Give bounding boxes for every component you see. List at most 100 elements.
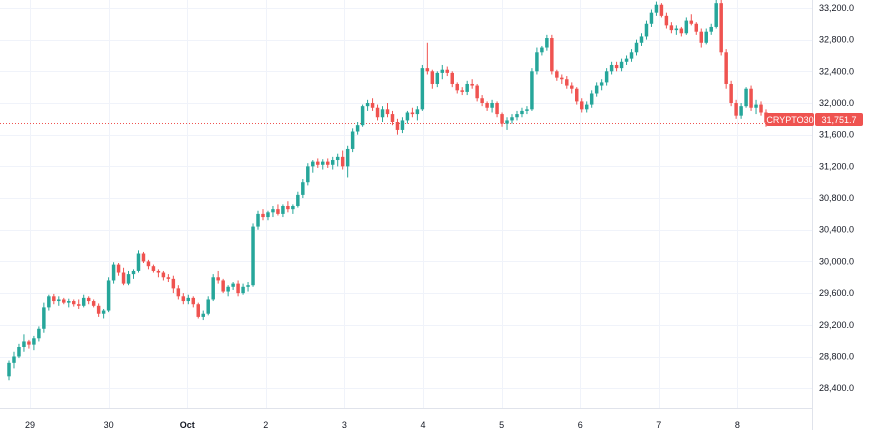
candle-body bbox=[624, 58, 629, 62]
candle-body bbox=[211, 277, 215, 300]
candle bbox=[664, 12, 669, 29]
candle-body bbox=[465, 83, 469, 92]
candle-body bbox=[644, 23, 649, 37]
candle bbox=[181, 293, 186, 305]
candle bbox=[435, 71, 440, 88]
candle bbox=[704, 28, 708, 45]
candle bbox=[505, 117, 509, 130]
candle bbox=[560, 74, 564, 84]
candle-body bbox=[251, 226, 255, 286]
y-tick-label: 30,800.0 bbox=[819, 193, 854, 203]
candle bbox=[345, 145, 350, 178]
candle bbox=[76, 299, 81, 309]
candle bbox=[455, 82, 459, 94]
candle bbox=[674, 25, 679, 35]
candle bbox=[575, 87, 579, 105]
candle bbox=[321, 159, 325, 170]
candle-body bbox=[609, 64, 614, 72]
time-axis[interactable]: 29 30 Oct 2 3 4 5 6 7 8 bbox=[0, 408, 812, 430]
candle-body bbox=[575, 88, 579, 102]
candle bbox=[739, 102, 743, 119]
candle-body bbox=[221, 280, 225, 292]
candle bbox=[644, 20, 649, 40]
candle bbox=[724, 49, 728, 89]
candle-body bbox=[12, 356, 16, 363]
candle-body bbox=[226, 286, 230, 292]
x-tick-label: 4 bbox=[420, 420, 425, 430]
candle-body bbox=[186, 297, 191, 302]
candle bbox=[440, 64, 445, 80]
y-tick-label: 30,000.0 bbox=[819, 256, 854, 266]
candle bbox=[311, 160, 315, 173]
candle-body bbox=[694, 23, 699, 32]
candle bbox=[709, 23, 713, 35]
candle bbox=[335, 153, 340, 167]
candle bbox=[405, 110, 410, 124]
candle-body bbox=[420, 68, 425, 110]
candle bbox=[495, 101, 499, 118]
candle-body bbox=[375, 107, 380, 118]
candle-body bbox=[42, 307, 46, 329]
candle-body bbox=[555, 71, 559, 78]
candle-body bbox=[335, 156, 340, 161]
candle bbox=[540, 45, 544, 56]
candle bbox=[395, 118, 400, 135]
candle bbox=[350, 128, 355, 153]
candle bbox=[689, 14, 694, 26]
candle-body bbox=[415, 109, 420, 115]
candle-body bbox=[570, 85, 574, 89]
candle-body bbox=[156, 270, 161, 273]
candle-body bbox=[405, 112, 410, 121]
candle-body bbox=[91, 301, 96, 306]
candle-body bbox=[365, 102, 370, 107]
candle-body bbox=[699, 31, 703, 43]
candle bbox=[649, 9, 654, 27]
candle-body bbox=[704, 31, 708, 43]
candle-body bbox=[649, 12, 654, 24]
candle-body bbox=[410, 112, 415, 115]
candle bbox=[296, 191, 300, 208]
y-tick-label: 32,000.0 bbox=[819, 98, 854, 108]
candle-body bbox=[350, 131, 355, 149]
candle-body bbox=[161, 272, 166, 278]
candle bbox=[659, 3, 664, 18]
candle-body bbox=[674, 28, 679, 31]
candle-body bbox=[525, 109, 529, 111]
x-tick-label: 5 bbox=[499, 420, 504, 430]
candle-body bbox=[151, 266, 156, 271]
x-tick-label: 3 bbox=[342, 420, 347, 430]
candle-body bbox=[181, 296, 186, 302]
candle-body bbox=[86, 297, 91, 302]
price-axis[interactable]: 33,200.0 32,800.0 32,400.0 32,000.0 31,600.0… bbox=[812, 0, 855, 430]
candle bbox=[525, 106, 529, 115]
candle-body bbox=[286, 205, 290, 210]
y-tick-label: 33,200.0 bbox=[819, 3, 854, 13]
grid-lines bbox=[0, 0, 812, 408]
candle-body bbox=[380, 109, 385, 118]
candle bbox=[584, 101, 589, 113]
candle-body bbox=[116, 264, 121, 273]
candle-body bbox=[545, 38, 549, 48]
y-tick-label: 28,400.0 bbox=[819, 383, 854, 393]
candle bbox=[684, 17, 689, 35]
candle-body bbox=[345, 148, 350, 167]
candle bbox=[470, 79, 474, 89]
candle-body bbox=[321, 161, 325, 165]
candle bbox=[286, 201, 290, 213]
y-tick-label: 28,800.0 bbox=[819, 352, 854, 362]
price-tag-bg bbox=[815, 113, 863, 126]
candle bbox=[714, 0, 718, 29]
candle bbox=[609, 61, 614, 75]
candle bbox=[166, 274, 171, 283]
candle bbox=[719, 0, 723, 56]
candle-body bbox=[629, 52, 634, 59]
candle bbox=[699, 28, 703, 48]
candle-body bbox=[355, 125, 360, 132]
candle bbox=[186, 294, 191, 305]
candles bbox=[7, 0, 768, 381]
candle bbox=[151, 264, 156, 273]
candle-body bbox=[166, 277, 171, 279]
candle bbox=[7, 360, 11, 381]
